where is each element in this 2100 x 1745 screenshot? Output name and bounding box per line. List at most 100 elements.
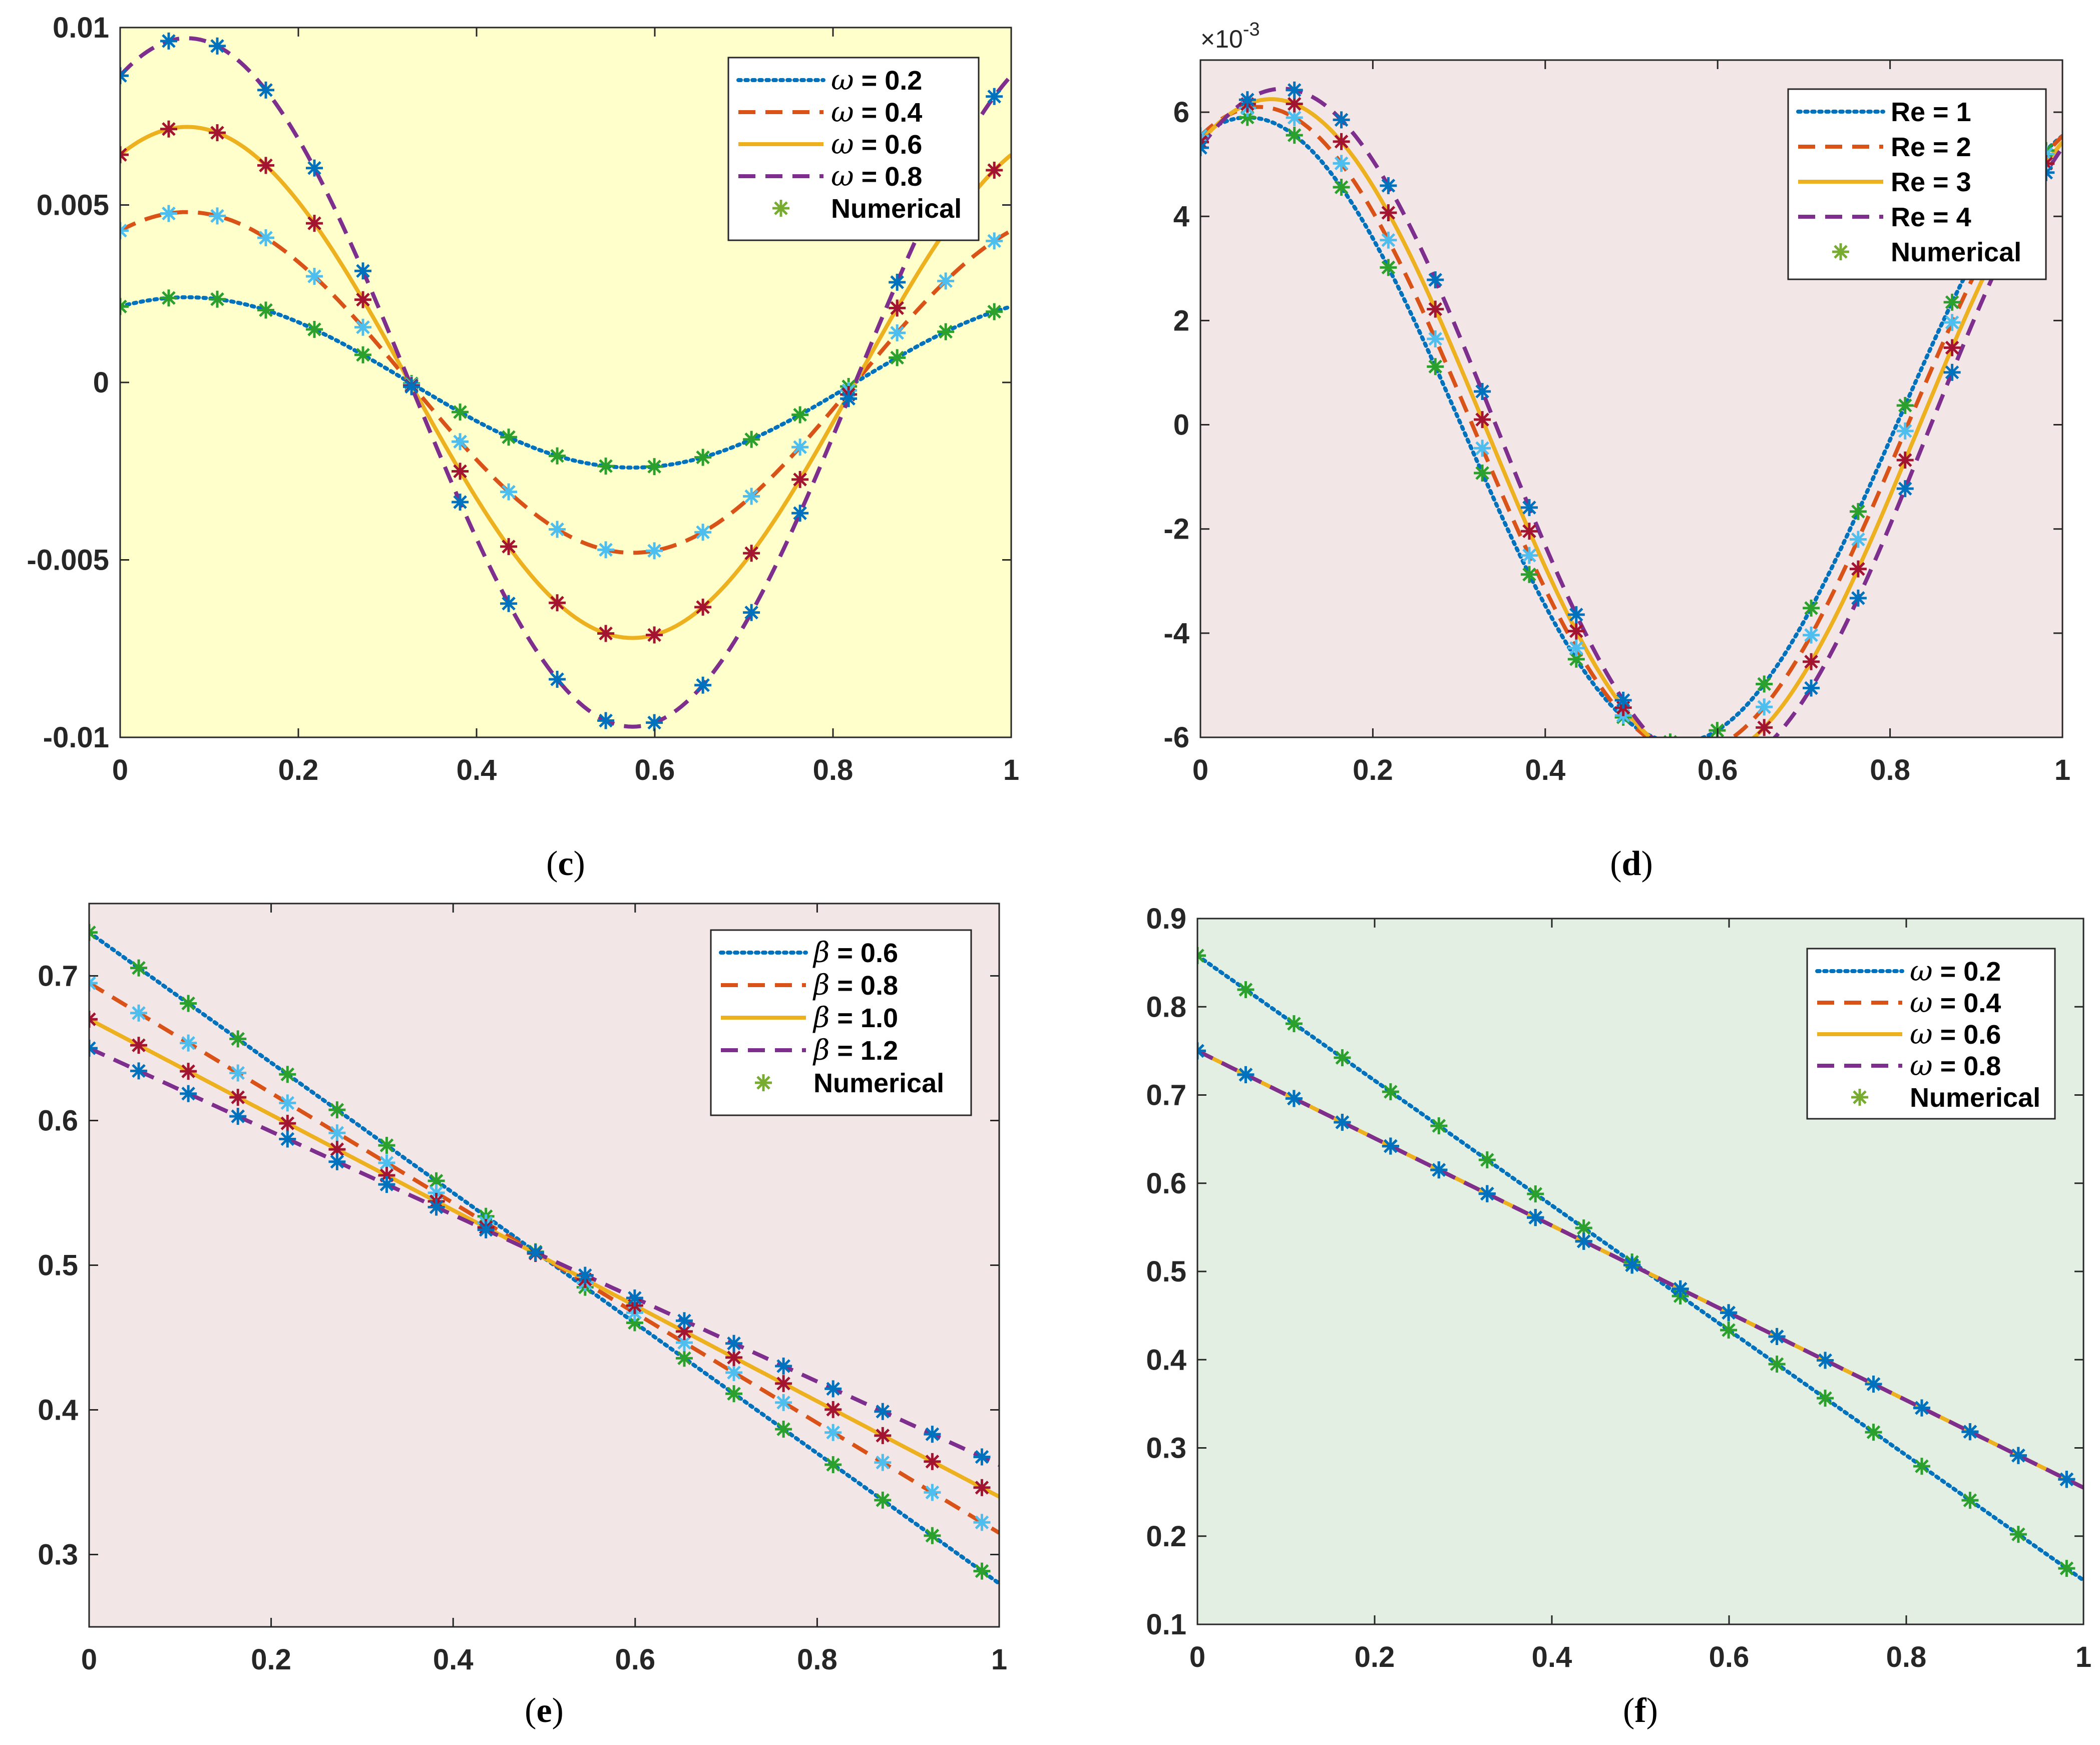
numerical-point — [549, 447, 566, 465]
legend: Re = 1 Re = 2 Re = 3 Re = 4 Numerical — [1787, 88, 2047, 280]
numerical-point — [229, 1089, 247, 1106]
numerical-point — [675, 1350, 693, 1367]
numerical-point — [1913, 1399, 1930, 1417]
numerical-point — [874, 1454, 892, 1471]
numerical-point — [1803, 679, 1820, 697]
numerical-point — [160, 289, 178, 307]
numerical-point — [725, 1335, 743, 1352]
chart-e: 0 0.2 0.4 0.6 0.8 10.30.40.50.60.7β = 0.6β = … — [38, 903, 1007, 1730]
y-tick-label: 0 — [1173, 409, 1189, 442]
legend-numerical-marker — [772, 200, 789, 217]
x-tick-label: 0.8 — [1886, 1641, 1927, 1673]
numerical-point — [549, 521, 566, 538]
numerical-point — [824, 1424, 842, 1441]
numerical-point — [1720, 1304, 1738, 1322]
y-tick-label: 0.6 — [1146, 1167, 1186, 1200]
numerical-point — [937, 272, 955, 290]
numerical-point — [130, 959, 148, 977]
numerical-point — [973, 1514, 991, 1531]
legend-label-2: ω = 0.4 — [831, 96, 922, 129]
legend-label-1: β = 0.6 — [812, 937, 898, 969]
numerical-point — [257, 229, 275, 246]
numerical-point — [973, 1479, 991, 1496]
numerical-point — [89, 924, 98, 941]
numerical-point — [1768, 1356, 1786, 1373]
numerical-point — [1803, 599, 1820, 617]
y-tick-label: 2 — [1173, 304, 1189, 337]
numerical-point — [328, 1153, 346, 1170]
numerical-point — [328, 1124, 346, 1142]
numerical-point — [1661, 741, 1678, 758]
numerical-point — [775, 1394, 792, 1411]
y-tick-label: 0.3 — [1146, 1432, 1186, 1465]
numerical-point — [1896, 396, 1914, 414]
legend-numerical-marker — [1851, 1089, 1868, 1106]
x-tick-label: 0.2 — [1353, 754, 1393, 786]
numerical-point — [791, 505, 809, 522]
x-tick-label: 0.4 — [1525, 754, 1565, 786]
numerical-point — [180, 1085, 197, 1102]
numerical-point — [1474, 464, 1491, 482]
numerical-point — [1380, 204, 1397, 222]
x-tick-label: 0.4 — [433, 1643, 474, 1676]
numerical-point — [130, 1062, 148, 1080]
numerical-point — [1803, 626, 1820, 644]
numerical-point — [477, 1221, 495, 1238]
numerical-point — [1285, 1090, 1303, 1107]
legend-label-2: ω = 0.4 — [1910, 987, 2001, 1019]
numerical-point — [500, 483, 518, 501]
numerical-point — [1575, 1232, 1592, 1250]
numerical-point — [209, 290, 226, 308]
numerical-point — [257, 301, 275, 319]
numerical-point — [1430, 1117, 1448, 1135]
numerical-point — [527, 1244, 544, 1261]
numerical-point — [279, 1115, 296, 1132]
numerical-point — [1333, 179, 1350, 196]
y-tick-label: 0.6 — [38, 1105, 78, 1137]
numerical-point — [775, 1421, 792, 1438]
x-tick-label: 1 — [2075, 1641, 2091, 1673]
numerical-point — [743, 488, 760, 505]
numerical-point — [209, 207, 226, 225]
numerical-point — [1286, 81, 1303, 99]
numerical-point — [452, 403, 469, 421]
numerical-point — [1661, 746, 1678, 763]
numerical-point — [791, 471, 809, 488]
numerical-point — [1817, 1390, 1834, 1407]
numerical-point — [306, 321, 323, 338]
x-tick-label: 0.4 — [1532, 1641, 1572, 1673]
legend-numerical-marker — [755, 1074, 772, 1091]
numerical-point — [1474, 411, 1491, 428]
y-tick-label: 0.005 — [37, 189, 109, 222]
panel-caption: (d) — [1610, 844, 1653, 883]
numerical-point — [924, 1484, 941, 1501]
legend-label-4: β = 1.2 — [812, 1034, 898, 1067]
y-tick-label: 0.2 — [1146, 1520, 1186, 1553]
numerical-point — [1478, 1151, 1496, 1169]
numerical-point — [354, 318, 372, 336]
numerical-point — [1803, 653, 1820, 670]
numerical-point — [354, 346, 372, 363]
numerical-point — [1849, 503, 1867, 520]
legend-box — [727, 57, 980, 241]
numerical-point — [1238, 91, 1256, 109]
numerical-point — [229, 1064, 247, 1082]
y-tick-label: 0.7 — [38, 960, 78, 993]
numerical-point — [924, 1527, 941, 1544]
numerical-point — [452, 463, 469, 480]
numerical-point — [1661, 743, 1678, 760]
numerical-point — [378, 1137, 395, 1154]
numerical-point — [743, 430, 760, 448]
numerical-point — [1333, 111, 1350, 129]
numerical-point — [1849, 531, 1867, 548]
numerical-point — [306, 159, 323, 177]
y-tick-label: 6 — [1173, 96, 1189, 129]
numerical-point — [1197, 1042, 1206, 1060]
numerical-point — [1614, 691, 1632, 709]
numerical-point — [1756, 675, 1773, 693]
numerical-point — [1430, 1161, 1448, 1179]
numerical-point — [646, 714, 663, 731]
numerical-point — [646, 542, 663, 560]
numerical-point — [924, 1453, 941, 1470]
